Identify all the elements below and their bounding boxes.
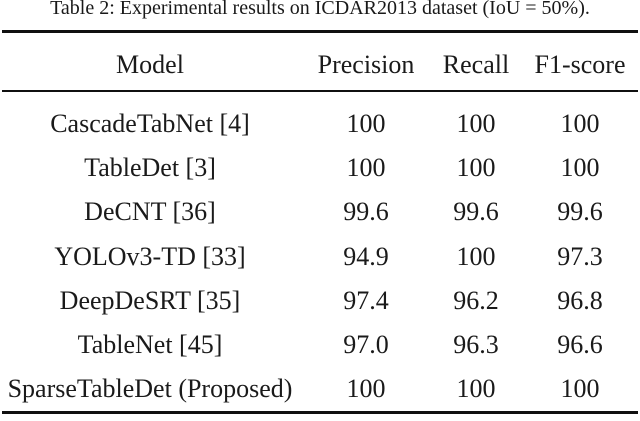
column-header-recall: Recall bbox=[442, 50, 510, 79]
table-caption: Table 2: Experimental results on ICDAR20… bbox=[50, 0, 590, 19]
cell-precision: 100 bbox=[346, 374, 386, 403]
column-header-precision: Precision bbox=[317, 50, 415, 79]
table-row: TableDet [3] 100 100 100 bbox=[0, 146, 640, 190]
cell-model: CascadeTabNet [4] bbox=[50, 109, 250, 138]
cell-f1-score: 100 bbox=[560, 153, 600, 182]
cell-precision: 100 bbox=[346, 109, 386, 138]
cell-recall: 99.6 bbox=[453, 197, 499, 226]
table-midrule bbox=[2, 90, 638, 92]
cell-recall: 100 bbox=[456, 242, 496, 271]
cell-f1-score: 99.6 bbox=[557, 197, 603, 226]
cell-model: TableNet [45] bbox=[77, 330, 223, 359]
cell-model: YOLOv3-TD [33] bbox=[54, 242, 246, 271]
table-row: SparseTableDet (Proposed) 100 100 100 bbox=[0, 367, 640, 411]
table-bottomrule bbox=[2, 411, 638, 414]
cell-f1-score: 96.6 bbox=[557, 330, 603, 359]
table-toprule bbox=[2, 30, 638, 33]
cell-f1-score: 100 bbox=[560, 374, 600, 403]
cell-precision: 100 bbox=[346, 153, 386, 182]
cell-f1-score: 100 bbox=[560, 109, 600, 138]
cell-recall: 100 bbox=[456, 374, 496, 403]
cell-precision: 94.9 bbox=[343, 242, 389, 271]
cell-f1-score: 96.8 bbox=[557, 286, 603, 315]
cell-model: TableDet [3] bbox=[84, 153, 216, 182]
table-header-row: Model Precision Recall F1-score bbox=[0, 43, 640, 87]
cell-recall: 100 bbox=[456, 109, 496, 138]
table-row: YOLOv3-TD [33] 94.9 100 97.3 bbox=[0, 235, 640, 279]
cell-f1-score: 97.3 bbox=[557, 242, 603, 271]
table-row: CascadeTabNet [4] 100 100 100 bbox=[0, 102, 640, 146]
cell-recall: 96.2 bbox=[453, 286, 499, 315]
table-row: DeCNT [36] 99.6 99.6 99.6 bbox=[0, 190, 640, 234]
cell-model: SparseTableDet (Proposed) bbox=[7, 374, 293, 403]
cell-precision: 99.6 bbox=[343, 197, 389, 226]
table-row: DeepDeSRT [35] 97.4 96.2 96.8 bbox=[0, 279, 640, 323]
cell-model: DeCNT [36] bbox=[84, 197, 216, 226]
cell-recall: 100 bbox=[456, 153, 496, 182]
cell-recall: 96.3 bbox=[453, 330, 499, 359]
table-row: TableNet [45] 97.0 96.3 96.6 bbox=[0, 323, 640, 367]
column-header-model: Model bbox=[116, 50, 184, 79]
cell-precision: 97.4 bbox=[343, 286, 389, 315]
column-header-f1-score: F1-score bbox=[534, 50, 626, 79]
cell-precision: 97.0 bbox=[343, 330, 389, 359]
cell-model: DeepDeSRT [35] bbox=[59, 286, 241, 315]
